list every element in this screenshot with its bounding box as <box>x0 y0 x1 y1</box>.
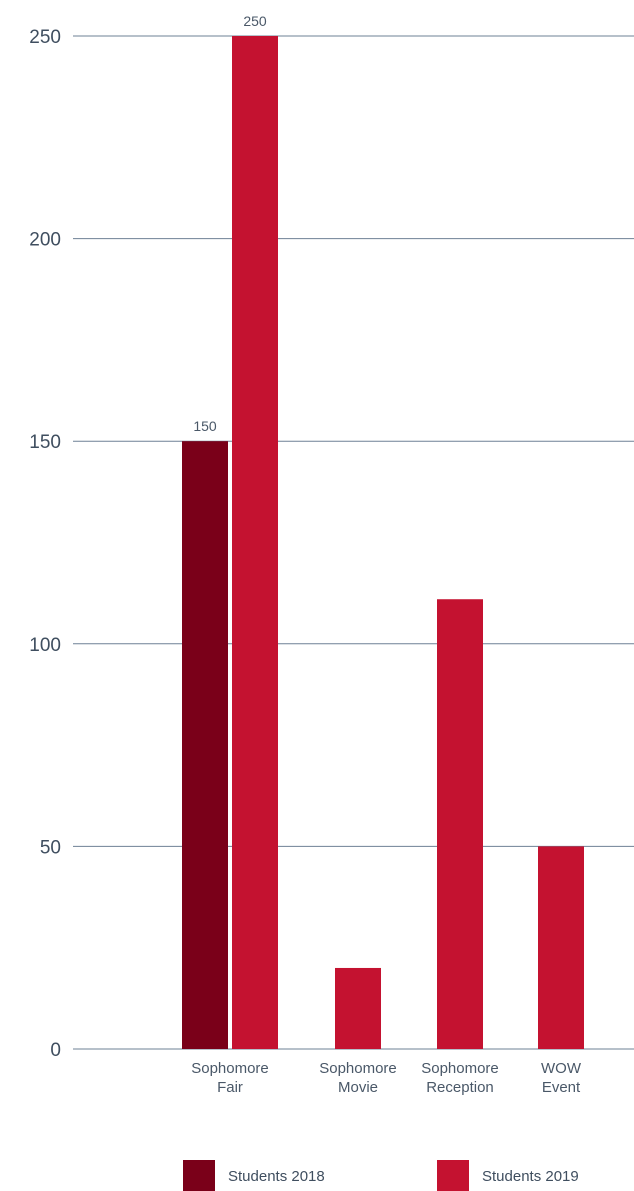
legend-swatch <box>437 1160 469 1191</box>
bar-students-2019-1 <box>335 967 381 1049</box>
y-tick-label: 0 <box>50 1040 61 1061</box>
bars <box>182 36 584 1049</box>
bar-students-2018-0 <box>182 441 228 1049</box>
x-category-label: Sophomore <box>191 1060 269 1077</box>
x-category-label: Reception <box>426 1079 494 1096</box>
x-category-label: Movie <box>338 1079 378 1096</box>
legend-swatch <box>183 1160 215 1191</box>
x-axis-labels: Sophomore Fair Sophomore Movie Sophomore Rece… <box>191 1060 582 1096</box>
data-label: 150 <box>193 418 217 434</box>
x-category-label: WOW <box>541 1060 582 1077</box>
legend-label: Students 2019 <box>482 1168 579 1185</box>
bar-students-2019-3 <box>538 846 584 1049</box>
y-tick-label: 150 <box>29 432 61 453</box>
x-category-label: Event <box>542 1079 581 1096</box>
data-labels: 150 250 <box>193 13 267 434</box>
y-tick-label: 100 <box>29 635 61 656</box>
legend-label: Students 2018 <box>228 1168 325 1185</box>
y-axis-ticks: 0 50 100 150 200 250 <box>29 27 61 1061</box>
legend: Students 2018 Students 2019 <box>183 1160 579 1191</box>
y-tick-label: 50 <box>40 837 61 858</box>
x-category-label: Sophomore <box>319 1060 397 1077</box>
x-category-label: Fair <box>217 1079 243 1096</box>
y-tick-label: 250 <box>29 27 61 48</box>
y-tick-label: 200 <box>29 230 61 251</box>
bar-students-2019-0 <box>232 36 278 1049</box>
data-label: 250 <box>243 13 267 29</box>
x-category-label: Sophomore <box>421 1060 499 1077</box>
bar-students-2019-2 <box>437 599 483 1049</box>
